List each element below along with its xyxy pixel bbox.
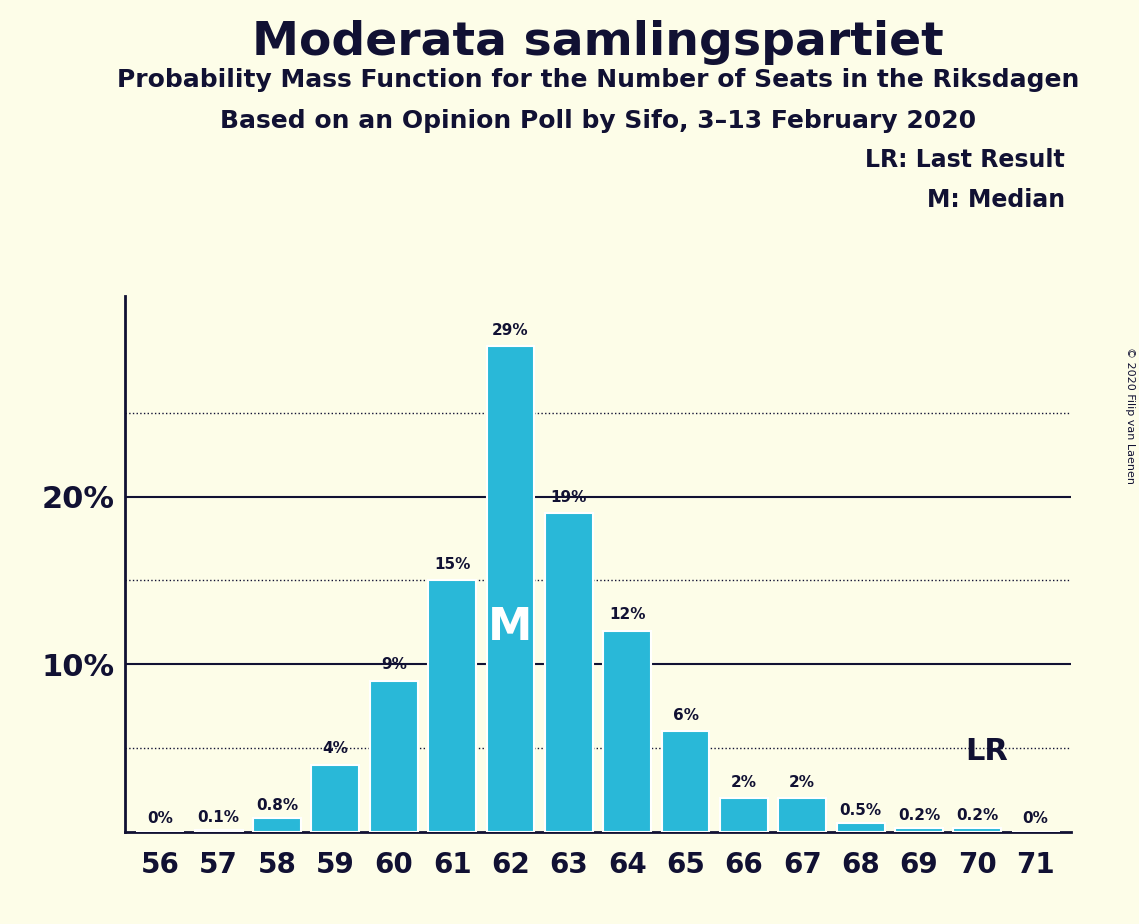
Text: Based on an Opinion Poll by Sifo, 3–13 February 2020: Based on an Opinion Poll by Sifo, 3–13 F… [220,109,976,133]
Text: 2%: 2% [789,774,816,790]
Bar [837,823,885,832]
Text: 6%: 6% [672,708,698,723]
Text: 12%: 12% [609,607,646,622]
Text: 0.2%: 0.2% [956,808,999,823]
Text: 0.5%: 0.5% [839,803,882,819]
Text: 29%: 29% [492,322,528,337]
Text: LR: Last Result: LR: Last Result [866,148,1065,172]
Text: 0.8%: 0.8% [256,798,298,813]
Bar [895,828,943,832]
Bar [311,765,359,832]
Bar [428,580,476,832]
Bar [604,630,652,832]
Text: 2%: 2% [731,774,756,790]
Text: 19%: 19% [550,490,587,505]
Bar [544,514,592,832]
Bar [370,681,418,832]
Bar [195,830,243,832]
Text: 0%: 0% [1023,810,1049,826]
Text: 9%: 9% [380,658,407,673]
Text: M: M [489,606,533,650]
Text: 0.2%: 0.2% [898,808,940,823]
Text: 4%: 4% [322,741,349,756]
Bar [953,828,1001,832]
Bar [253,819,301,832]
Bar [778,798,826,832]
Text: M: Median: M: Median [927,188,1065,213]
Text: © 2020 Filip van Laenen: © 2020 Filip van Laenen [1125,347,1134,484]
Bar [662,731,710,832]
Text: 15%: 15% [434,557,470,572]
Text: 0.1%: 0.1% [198,810,239,825]
Bar [720,798,768,832]
Bar [486,346,534,832]
Text: Probability Mass Function for the Number of Seats in the Riksdagen: Probability Mass Function for the Number… [117,68,1079,92]
Text: Moderata samlingspartiet: Moderata samlingspartiet [252,20,944,66]
Text: LR: LR [966,736,1008,766]
Text: 0%: 0% [147,810,173,826]
